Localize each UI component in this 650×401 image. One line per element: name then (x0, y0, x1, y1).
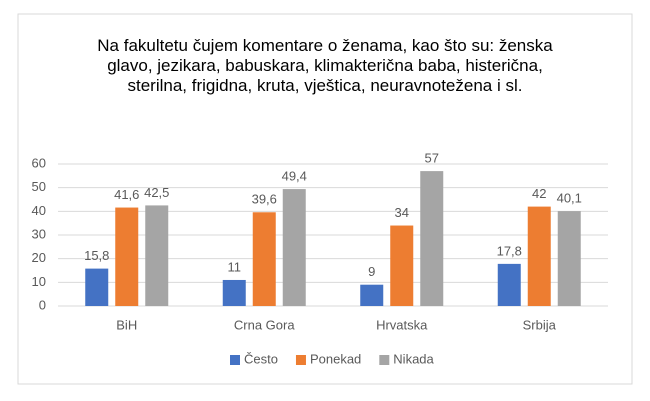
y-tick-label: 10 (32, 274, 46, 289)
bar (527, 206, 551, 306)
data-label: 11 (228, 259, 242, 274)
legend-label: Nikada (393, 351, 434, 366)
bar (282, 189, 306, 306)
bar (222, 279, 246, 306)
data-label: 49,4 (282, 169, 307, 184)
chart-border (17, 13, 633, 385)
x-tick-label: Srbija (523, 317, 557, 332)
y-tick-label: 50 (32, 179, 46, 194)
bar (390, 225, 414, 306)
chart-title: Na fakultetu čujem komentare o ženama, k… (97, 36, 553, 95)
bar (497, 263, 521, 306)
bar (145, 205, 169, 306)
bar (360, 284, 384, 306)
bar (85, 268, 109, 306)
data-label: 17,8 (497, 243, 522, 258)
y-tick-label: 20 (32, 250, 46, 265)
legend-swatch (230, 355, 240, 365)
y-tick-label: 30 (32, 226, 46, 241)
y-tick-label: 40 (32, 203, 46, 218)
legend-swatch (379, 355, 390, 365)
x-tick-label: Crna Gora (234, 317, 295, 332)
legend-swatch (295, 355, 306, 365)
bar (115, 207, 139, 306)
data-label: 15,8 (84, 248, 109, 263)
data-label: 42 (532, 186, 546, 201)
data-label: 9 (368, 264, 375, 279)
bar (420, 171, 444, 306)
data-label: 42,5 (144, 185, 169, 200)
x-tick-label: BiH (116, 317, 137, 332)
data-label: 39,6 (252, 192, 277, 207)
data-label: 57 (425, 151, 439, 166)
bar (557, 211, 581, 306)
y-tick-label: 0 (39, 297, 46, 312)
data-label: 41,6 (114, 187, 139, 202)
x-tick-label: Hrvatska (376, 317, 428, 332)
y-tick-label: 60 (32, 155, 46, 170)
data-label: 40,1 (557, 191, 582, 206)
bar (252, 212, 276, 306)
legend-label: Ponekad (310, 351, 361, 366)
data-label: 34 (395, 205, 409, 220)
legend-label: Često (244, 351, 278, 366)
